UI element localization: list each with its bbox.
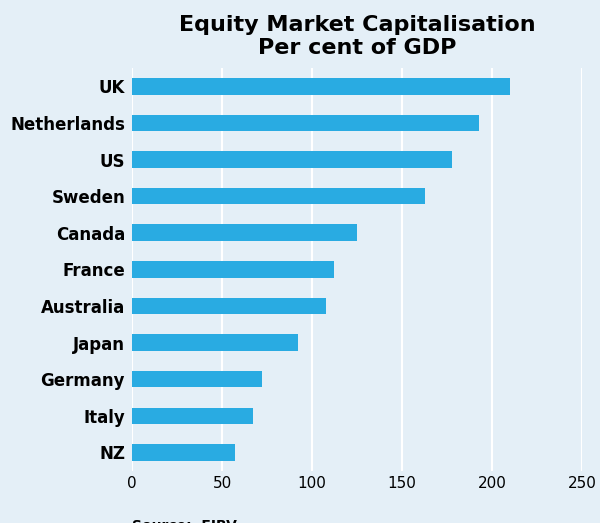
Bar bbox=[132, 298, 326, 314]
Bar bbox=[132, 407, 253, 424]
Bar bbox=[132, 334, 298, 351]
Bar bbox=[132, 78, 510, 95]
Bar bbox=[132, 371, 262, 388]
Bar bbox=[132, 444, 235, 461]
Bar bbox=[132, 224, 357, 241]
Bar bbox=[132, 261, 334, 278]
Text: Source:  FIBV: Source: FIBV bbox=[132, 519, 237, 523]
Bar bbox=[132, 151, 452, 168]
Title: Equity Market Capitalisation
Per cent of GDP: Equity Market Capitalisation Per cent of… bbox=[179, 15, 535, 58]
Bar bbox=[132, 188, 425, 204]
Bar bbox=[132, 115, 479, 131]
